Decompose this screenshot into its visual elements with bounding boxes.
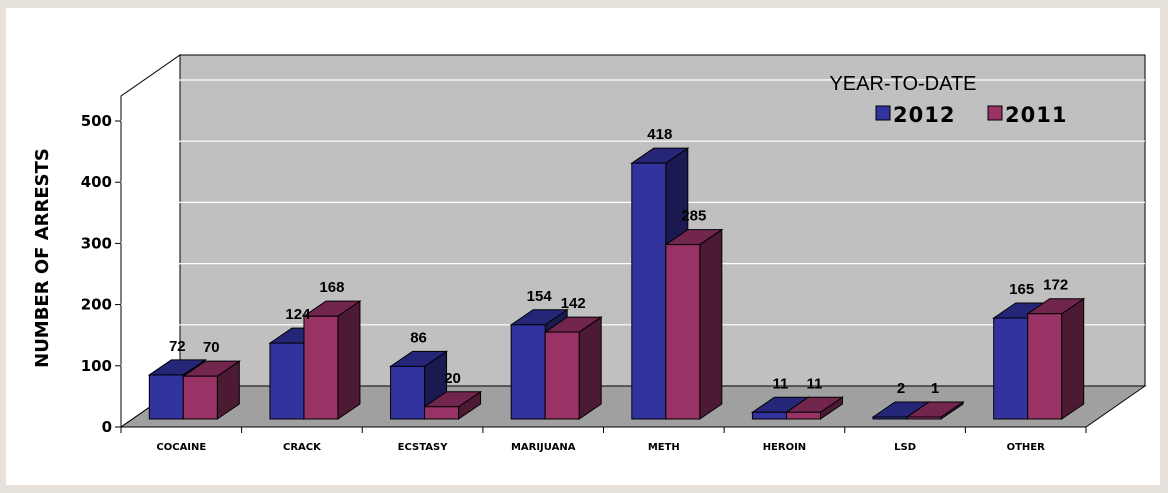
bar-crack-2011 xyxy=(302,300,362,420)
y-axis-label: NUMBER OF ARRESTS xyxy=(32,148,53,368)
data-label: 154 xyxy=(527,288,553,305)
bar-front xyxy=(424,406,460,420)
category-label: COCAINE xyxy=(156,442,206,453)
bar-side xyxy=(578,316,602,420)
data-label: 418 xyxy=(647,126,672,143)
legend-swatch-2011 xyxy=(987,105,1003,121)
category-label: METH xyxy=(648,442,680,453)
bar-front xyxy=(872,416,908,420)
category-label: OTHER xyxy=(1007,442,1046,453)
bar-cocaine-2011 xyxy=(181,360,241,420)
bar-other-2011 xyxy=(1026,297,1086,420)
gridline xyxy=(120,324,1145,367)
bar-front xyxy=(665,244,701,420)
gridline xyxy=(120,79,1145,122)
data-label: 11 xyxy=(807,375,823,392)
bar-side xyxy=(699,228,723,420)
y-tick-label: 200 xyxy=(81,296,112,314)
data-label: 1 xyxy=(931,380,939,397)
legend-title: YEAR-TO-DATE xyxy=(829,73,976,95)
category-label: ECSTASY xyxy=(398,442,449,453)
data-label: 2 xyxy=(897,380,905,397)
bar-front xyxy=(510,324,546,420)
data-label: 142 xyxy=(561,295,586,312)
data-label: 70 xyxy=(203,339,220,356)
bar-ecstasy-2011 xyxy=(422,390,483,420)
data-label: 285 xyxy=(681,208,706,225)
chart-frame: 0 100 200 300 400 500 NUMBER OF ARRESTS COCAINE… xyxy=(6,8,1160,485)
bar-front xyxy=(390,365,426,420)
legend-label-2012: 2012 xyxy=(893,103,955,127)
legend-swatch-2012 xyxy=(875,105,891,121)
bar-front xyxy=(1027,313,1063,420)
bar-front xyxy=(993,317,1029,420)
bar-front xyxy=(751,411,787,420)
bar-front xyxy=(906,416,942,420)
bar-front xyxy=(303,315,339,420)
y-tick-label: 400 xyxy=(81,173,112,191)
data-label: 11 xyxy=(773,375,789,392)
data-label: 165 xyxy=(1009,281,1034,298)
data-label: 124 xyxy=(285,306,311,323)
category-label: MARIJUANA xyxy=(511,442,576,453)
bar-front xyxy=(544,331,580,420)
bar-ecstasy-2012 xyxy=(388,350,449,420)
data-label: 20 xyxy=(444,370,461,387)
category-label: HEROIN xyxy=(763,442,807,453)
data-label: 72 xyxy=(169,338,186,355)
bar-front xyxy=(148,374,184,420)
legend-label-2011: 2011 xyxy=(1005,103,1067,127)
bar-heroin-2011 xyxy=(784,396,845,420)
bar-lsd-2011 xyxy=(905,401,965,420)
bar-front xyxy=(182,375,218,420)
data-label: 172 xyxy=(1043,277,1068,294)
gridline xyxy=(120,263,1145,306)
y-tick-label: 300 xyxy=(81,234,112,252)
bar-front xyxy=(785,411,821,420)
gridline xyxy=(120,140,1145,183)
bar-chart: 0 100 200 300 400 500 NUMBER OF ARRESTS COCAINE… xyxy=(32,54,1147,453)
y-tick-label: 500 xyxy=(81,112,112,130)
category-label: LSD xyxy=(894,442,916,453)
bar-front xyxy=(269,342,305,420)
bar-marijuana-2011 xyxy=(543,316,603,420)
bar-side xyxy=(1061,297,1085,420)
y-tick-label: 0 xyxy=(102,418,112,436)
gridline xyxy=(120,201,1145,244)
bar-meth-2011 xyxy=(664,228,724,420)
bar-side xyxy=(337,300,361,420)
y-tick-label: 100 xyxy=(81,357,112,375)
category-label: CRACK xyxy=(283,442,322,453)
bar-front xyxy=(631,162,667,420)
data-label: 86 xyxy=(410,329,427,346)
data-label: 168 xyxy=(319,279,344,296)
